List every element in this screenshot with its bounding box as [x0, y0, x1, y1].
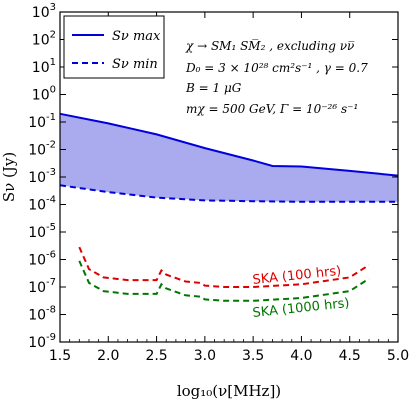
y-tick-label: 10-6	[28, 250, 56, 269]
x-tick-label: 2.0	[97, 348, 119, 364]
annotations: χ → SM₁ SM̅₂ , excluding νν̅ D₀ = 3 × 10…	[185, 38, 368, 116]
x-tick-label: 1.5	[49, 348, 71, 364]
x-tick-label: 3.5	[242, 348, 264, 364]
series-min-line	[59, 184, 398, 203]
y-tick-label: 10-3	[28, 167, 56, 186]
y-tick-label: 10-9	[28, 332, 56, 351]
x-tick-label: 4.0	[290, 348, 312, 364]
series-ska1000-line	[78, 260, 370, 302]
y-tick-label: 10-8	[28, 305, 56, 324]
series-ska100-line	[78, 246, 370, 288]
legend-box	[63, 15, 165, 79]
y-axis-label: Sν (Jy)	[0, 152, 18, 202]
x-tick-label: 2.5	[145, 348, 167, 364]
y-tick-label: 10-1	[28, 112, 56, 131]
annotation-channel: χ → SM₁ SM̅₂ , excluding νν̅	[185, 38, 354, 53]
annotation-mass: mχ = 500 GeV, Γ = 10⁻²⁶ s⁻¹	[186, 102, 358, 116]
legend: Sν max Sν min	[63, 15, 165, 79]
series-lines-layer	[59, 112, 399, 302]
y-tick-label: 10-4	[28, 195, 56, 214]
ticks-layer: 1.5 2.0 2.5 3.0 3.5 4.0 4.5 5.0 103 102 101 100 10-1…	[28, 2, 409, 364]
y-tick-label: 10-7	[28, 277, 56, 296]
legend-label-min: Sν min	[112, 57, 158, 72]
x-tick-label: 5.0	[387, 348, 409, 364]
y-tick-label: 101	[32, 57, 56, 76]
x-tick-label: 3.0	[194, 348, 216, 364]
y-tick-label: 10-2	[28, 140, 56, 159]
y-tick-label: 10-5	[28, 222, 56, 241]
annotation-diffusion: D₀ = 3 × 10²⁸ cm²s⁻¹ , γ = 0.7	[185, 61, 368, 75]
annotation-bfield: B = 1 μG	[185, 81, 242, 95]
x-tick-label: 4.5	[339, 348, 361, 364]
series-max-line	[59, 112, 399, 177]
legend-label-max: Sν max	[112, 29, 161, 44]
y-tick-label: 102	[32, 30, 56, 49]
y-tick-label: 103	[32, 2, 56, 21]
x-axis-label: log₁₀(ν[MHz])	[177, 382, 281, 400]
y-tick-label: 100	[32, 85, 56, 104]
band-fill	[60, 113, 398, 202]
band-fill-layer	[60, 113, 398, 202]
